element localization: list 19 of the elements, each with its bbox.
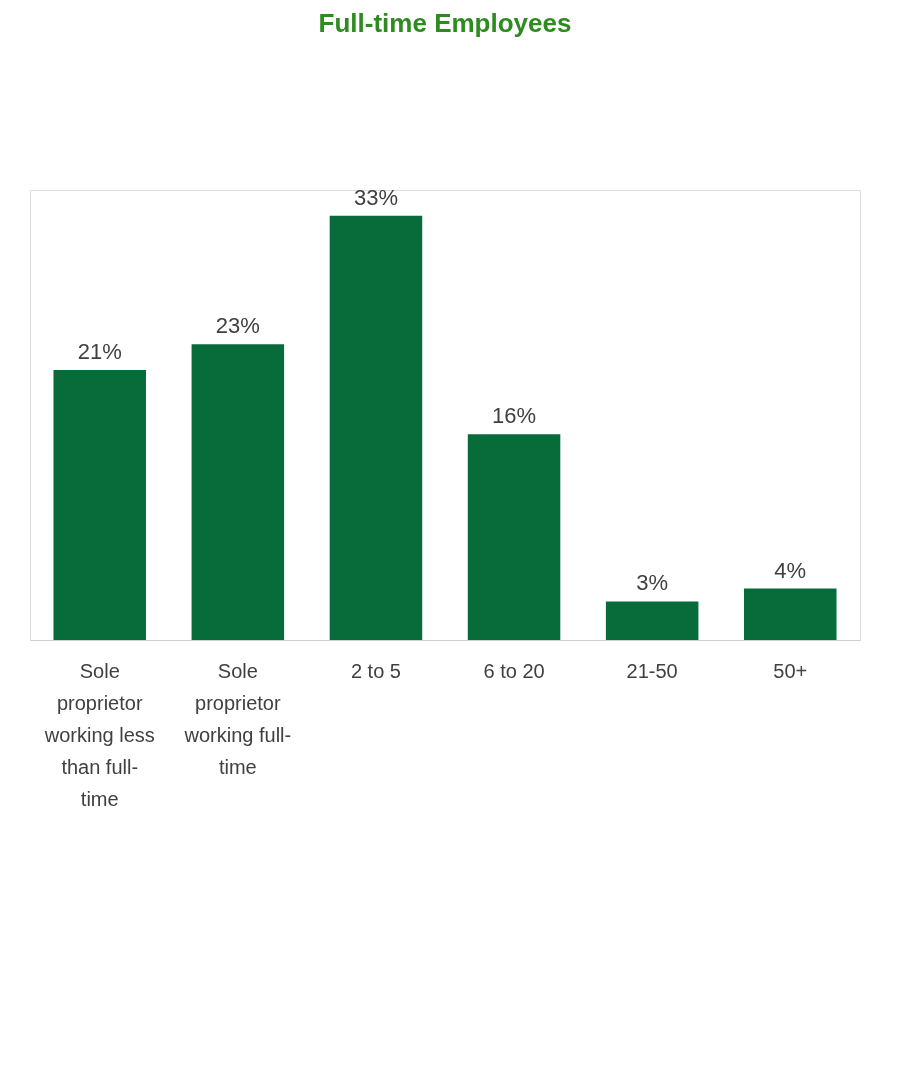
data-label: 3%: [636, 570, 669, 596]
data-label: 23%: [215, 313, 260, 339]
x-tick-label: Sole proprietor working full-time: [183, 660, 292, 778]
x-tick-label: 2 to 5: [350, 660, 401, 682]
x-tick-label: Sole proprietor working less than full-time: [43, 660, 155, 810]
chart-title: Full-time Employees: [318, 7, 572, 38]
x-tick-label: 50+: [773, 660, 808, 682]
data-label: 4%: [774, 557, 807, 583]
bar: [53, 370, 147, 640]
data-label: 21%: [77, 339, 122, 364]
bar: [605, 601, 699, 640]
data-label: 16%: [492, 403, 537, 429]
bar: [467, 434, 561, 640]
bar: [743, 588, 837, 640]
x-tick-label: 6 to 20: [483, 660, 545, 682]
x-tick-label: 21-50: [626, 660, 678, 682]
bar: [329, 215, 423, 640]
data-label: 33%: [353, 184, 398, 210]
bar: [191, 344, 285, 640]
